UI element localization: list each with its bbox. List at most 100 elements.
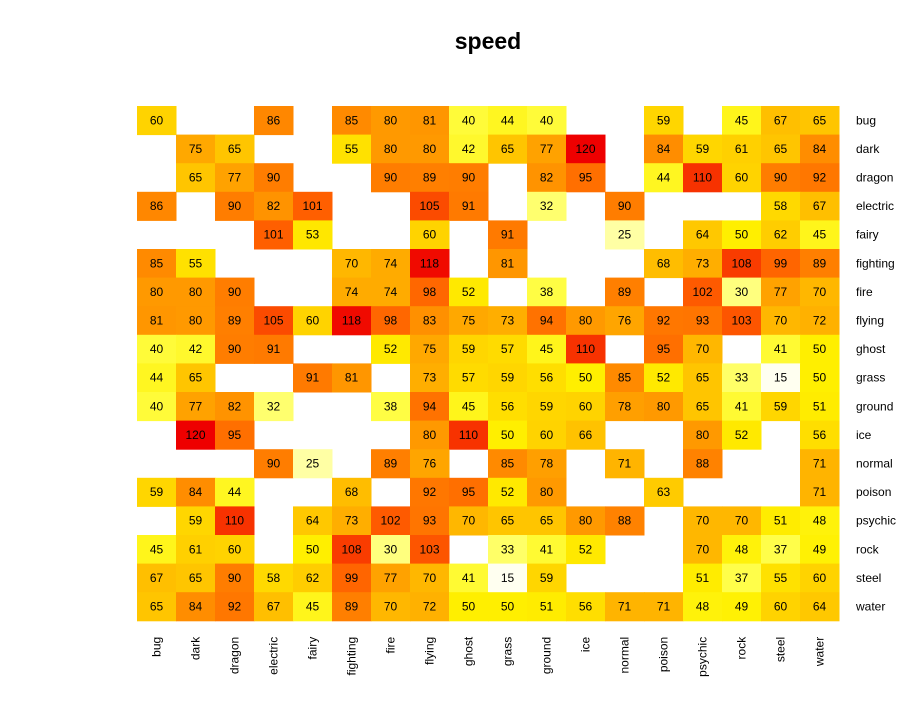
heatmap-cell: [293, 563, 333, 593]
heatmap-cell: [449, 592, 489, 622]
cell-value-label: 63: [657, 485, 671, 499]
heatmap-cell: [488, 306, 528, 336]
cell-value-label: 32: [540, 199, 554, 213]
heatmap-cell: [449, 392, 489, 422]
heatmap-cell: [410, 420, 450, 450]
heatmap-cell: [410, 506, 450, 536]
heatmap-cell: [488, 449, 528, 479]
heatmap-cell: [410, 363, 450, 393]
cell-value-label: 52: [657, 371, 671, 385]
cell-value-label: 60: [306, 314, 320, 328]
heatmap-cell: [176, 134, 216, 164]
cell-value-label: 76: [423, 457, 437, 471]
cell-value-label: 81: [150, 314, 164, 328]
cell-value-label: 118: [342, 314, 361, 328]
cell-value-label: 64: [306, 514, 320, 528]
heatmap-cell: [605, 449, 645, 479]
heatmap-cell: [293, 306, 333, 336]
heatmap-cell: [137, 477, 177, 507]
heatmap-cell: [800, 106, 840, 136]
heatmap-cell: [215, 420, 255, 450]
heatmap-cell: [410, 392, 450, 422]
cell-value-label: 77: [774, 285, 788, 299]
heatmap-cell: [800, 535, 840, 565]
cell-value-label: 93: [696, 314, 710, 328]
cell-value-label: 108: [341, 542, 361, 556]
heatmap-cell: [410, 592, 450, 622]
heatmap-cell: [293, 506, 333, 536]
cell-value-label: 61: [735, 142, 749, 156]
heatmap-cell: [488, 220, 528, 250]
heatmap-cell: [644, 392, 684, 422]
cell-value-label: 70: [345, 256, 359, 270]
cell-value-label: 60: [735, 171, 749, 185]
cell-value-label: 45: [813, 228, 827, 242]
heatmap-cell: [449, 191, 489, 221]
heatmap-cell: [605, 306, 645, 336]
cell-value-label: 42: [462, 142, 476, 156]
cell-value-label: 60: [150, 113, 164, 127]
heatmap-cell: [722, 277, 762, 307]
heatmap-cell: [371, 134, 411, 164]
cell-value-label: 40: [150, 342, 164, 356]
heatmap-cell: [488, 506, 528, 536]
cell-value-label: 59: [774, 399, 788, 413]
heatmap-cell: [527, 535, 567, 565]
cell-value-label: 33: [735, 371, 749, 385]
cell-value-label: 88: [696, 457, 710, 471]
cell-value-label: 70: [696, 514, 710, 528]
heatmap-cell: [800, 191, 840, 221]
cell-value-label: 65: [501, 142, 515, 156]
heatmap-cell: [800, 134, 840, 164]
cell-value-label: 80: [423, 428, 437, 442]
heatmap-cell: [488, 420, 528, 450]
cell-value-label: 59: [462, 342, 476, 356]
cell-value-label: 103: [731, 314, 751, 328]
cell-value-label: 50: [306, 542, 320, 556]
cell-value-label: 82: [540, 171, 554, 185]
heatmap-cell: [176, 249, 216, 279]
heatmap-cell: [683, 334, 723, 364]
cell-value-label: 91: [462, 199, 476, 213]
cell-value-label: 120: [575, 142, 595, 156]
cell-value-label: 56: [813, 428, 827, 442]
heatmap-cell: [683, 249, 723, 279]
heatmap-cell: [683, 535, 723, 565]
heatmap-cell: [293, 191, 333, 221]
cell-value-label: 59: [540, 399, 554, 413]
cell-value-label: 55: [774, 571, 788, 585]
cell-value-label: 42: [189, 342, 203, 356]
heatmap-cell: [449, 277, 489, 307]
heatmap-cell: [137, 249, 177, 279]
cell-value-label: 38: [540, 285, 554, 299]
cell-value-label: 30: [384, 542, 398, 556]
cell-value-label: 49: [735, 600, 749, 614]
heatmap-cell: [137, 191, 177, 221]
heatmap-cell: [800, 563, 840, 593]
cell-value-label: 90: [228, 571, 242, 585]
cell-value-label: 95: [462, 485, 476, 499]
heatmap-cell: [566, 420, 606, 450]
heatmap-cell: [800, 163, 840, 193]
cell-value-label: 58: [774, 199, 788, 213]
heatmap-cell: [332, 363, 372, 393]
heatmap-cell: [566, 592, 606, 622]
heatmap-cell: [527, 392, 567, 422]
cell-value-label: 56: [540, 371, 554, 385]
heatmap-cell: [566, 334, 606, 364]
cell-value-label: 66: [579, 428, 593, 442]
cell-value-label: 101: [263, 228, 283, 242]
cell-value-label: 65: [813, 113, 827, 127]
cell-value-label: 51: [696, 571, 710, 585]
cell-value-label: 75: [423, 342, 437, 356]
heatmap-cell: [683, 163, 723, 193]
cell-value-label: 59: [501, 371, 515, 385]
cell-value-label: 67: [813, 199, 827, 213]
cell-value-label: 44: [150, 371, 164, 385]
heatmap-cell: [215, 535, 255, 565]
heatmap-cell: [332, 106, 372, 136]
heatmap-cell: [215, 163, 255, 193]
heatmap-cell: [254, 191, 294, 221]
column-tick-label: grass: [501, 637, 515, 666]
heatmap-cell: [371, 506, 411, 536]
